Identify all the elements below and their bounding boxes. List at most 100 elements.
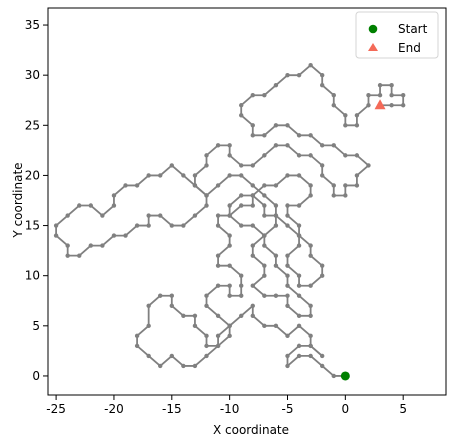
walk-point [193,183,197,187]
walk-point [170,163,174,167]
walk-point [274,183,278,187]
x-tick-label: 0 [342,402,350,416]
walk-point [204,153,208,157]
walk-point [135,344,139,348]
walk-point [308,63,312,67]
walk-point [204,203,208,207]
walk-point [274,253,278,257]
walk-point [378,83,382,87]
walk-point [297,203,301,207]
walk-point [274,213,278,217]
walk-point [308,253,312,257]
walk-point [146,354,150,358]
walk-point [274,263,278,267]
walk-point [227,243,231,247]
walk-point [181,223,185,227]
walk-point [285,173,289,177]
walk-point [332,103,336,107]
walk-point [251,243,255,247]
walk-point [216,253,220,257]
walk-point [239,273,243,277]
walk-point [204,344,208,348]
walk-point [285,263,289,267]
walk-point [285,223,289,227]
walk-point [204,163,208,167]
walk-point [355,173,359,177]
walk-point [262,233,266,237]
walk-point [355,123,359,127]
walk-point [308,334,312,338]
walk-point [251,203,255,207]
walk-point [239,163,243,167]
walk-point [262,213,266,217]
start-marker [341,371,350,380]
walk-point [320,163,324,167]
walk-point [285,334,289,338]
walk-point [308,304,312,308]
walk-point [308,243,312,247]
walk-point [262,243,266,247]
walk-point [262,203,266,207]
walk-point [297,284,301,288]
walk-point [285,284,289,288]
x-tick-label: -25 [46,402,66,416]
walk-point [239,103,243,107]
walk-point [389,93,393,97]
walk-point [308,354,312,358]
walk-point [204,304,208,308]
walk-point [158,173,162,177]
walk-point [332,183,336,187]
walk-point [389,103,393,107]
walk-point [100,243,104,247]
walk-point [320,364,324,368]
walk-point [274,223,278,227]
y-tick-label: 25 [25,118,40,132]
walk-point [332,193,336,197]
walk-point [285,304,289,308]
walk-point [285,253,289,257]
walk-point [112,193,116,197]
walk-point [297,73,301,77]
walk-point [227,203,231,207]
walk-point [366,163,370,167]
walk-point [320,173,324,177]
x-tick-label: -20 [104,402,124,416]
walk-point [251,314,255,318]
walk-point [297,344,301,348]
walk-point [262,183,266,187]
walk-point [251,253,255,257]
walk-point [135,183,139,187]
walk-point [262,324,266,328]
walk-point [320,73,324,77]
walk-point [262,133,266,137]
walk-point [343,113,347,117]
walk-point [54,233,58,237]
walk-point [193,213,197,217]
walk-point [366,103,370,107]
walk-point [389,83,393,87]
walk-point [308,133,312,137]
walk-point [227,263,231,267]
walk-point [239,294,243,298]
walk-point [251,183,255,187]
y-tick-label: 10 [25,269,40,283]
walk-point [181,364,185,368]
walk-point [181,314,185,318]
walk-point [320,263,324,267]
walk-point [216,334,220,338]
walk-point [204,294,208,298]
legend: Start End [356,12,438,58]
walk-point [274,294,278,298]
walk-point [216,263,220,267]
walk-point [216,284,220,288]
walk-point [193,324,197,328]
walk-point [308,284,312,288]
legend-start-label: Start [398,22,428,36]
walk-point [308,314,312,318]
walk-point [274,324,278,328]
walk-point [332,93,336,97]
legend-end-label: End [398,41,421,55]
plot-area [48,8,446,395]
walk-point [135,334,139,338]
